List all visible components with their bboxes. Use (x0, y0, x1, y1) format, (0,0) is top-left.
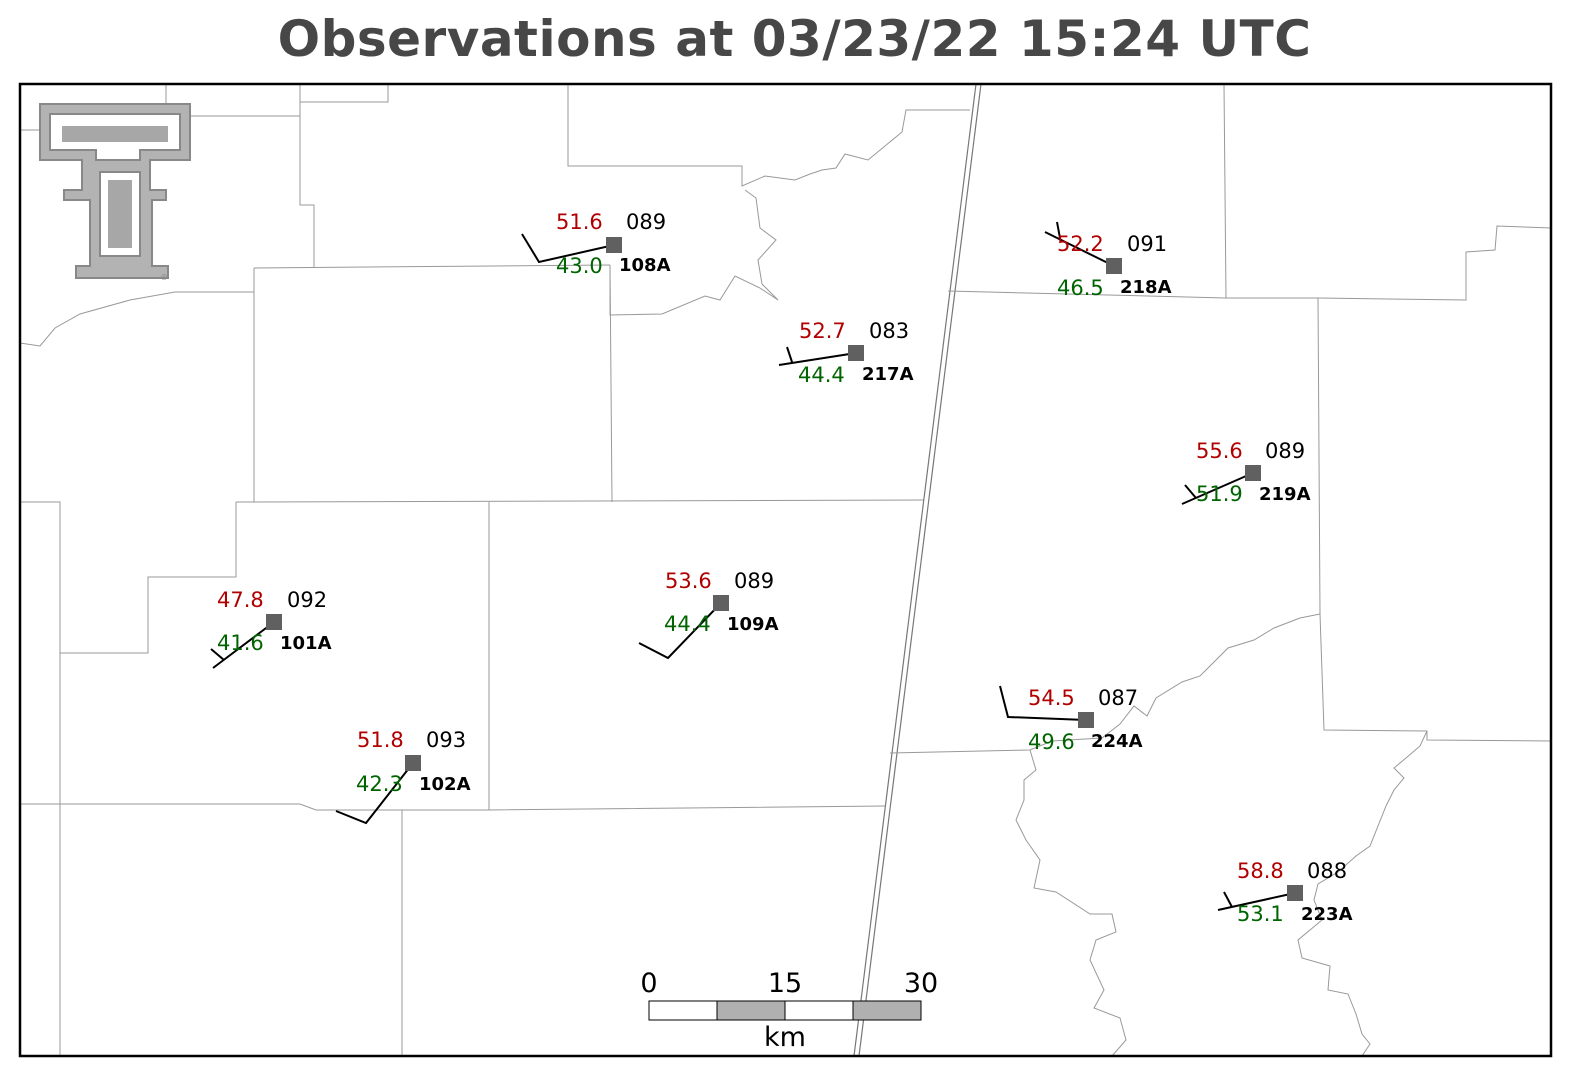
double-t-logo-icon: ® (39, 103, 191, 282)
station-temp: 51.6 (556, 210, 603, 234)
station-id: 219A (1259, 484, 1311, 505)
station-wind-dir: 093 (426, 728, 466, 752)
station-wind-dir: 083 (869, 319, 909, 343)
wind-barb (335, 762, 414, 825)
station-marker (848, 345, 864, 361)
station-dewpoint: 42.3 (356, 772, 403, 796)
wind-barb (1044, 221, 1115, 267)
station-dewpoint: 44.4 (798, 363, 845, 387)
station-109A[interactable]: 53.6 089 44.4 109A (664, 569, 779, 636)
station-temp: 52.7 (799, 319, 846, 343)
registered-mark: ® (160, 273, 168, 282)
station-marker (1106, 258, 1122, 274)
station-id: 224A (1091, 731, 1143, 752)
station-224A[interactable]: 54.5 087 49.6 224A (1028, 686, 1143, 754)
station-marker (1287, 885, 1303, 901)
station-id: 108A (619, 255, 671, 276)
wind-barb (638, 602, 722, 660)
station-217A[interactable]: 52.7 083 44.4 217A (798, 319, 914, 387)
station-dewpoint: 51.9 (1196, 482, 1243, 506)
station-temp: 52.2 (1057, 232, 1104, 256)
scale-bar: 0 15 30 km (640, 968, 938, 1053)
station-wind-dir: 091 (1127, 232, 1167, 256)
scale-label-30: 30 (904, 968, 938, 999)
station-dewpoint: 49.6 (1028, 730, 1075, 754)
station-temp: 55.6 (1196, 439, 1243, 463)
station-wind-dir: 088 (1307, 859, 1347, 883)
station-223A[interactable]: 58.8 088 53.1 223A (1237, 859, 1353, 926)
station-dewpoint: 44.4 (664, 612, 711, 636)
wind-barb (521, 233, 615, 264)
station-id: 218A (1120, 277, 1172, 298)
station-wind-dir: 087 (1098, 686, 1138, 710)
scale-unit: km (764, 1022, 806, 1053)
scale-label-15: 15 (768, 968, 802, 999)
station-marker (713, 595, 729, 611)
station-219A[interactable]: 55.6 089 51.9 219A (1196, 439, 1311, 506)
station-dewpoint: 43.0 (556, 254, 603, 278)
station-wind-dir: 092 (287, 588, 327, 612)
county-boundaries (20, 84, 1551, 1056)
station-dewpoint: 41.6 (217, 631, 264, 655)
station-temp: 54.5 (1028, 686, 1075, 710)
wind-barb (1181, 472, 1254, 505)
wind-barb (210, 621, 275, 669)
wind-barbs (210, 221, 1296, 911)
station-101A[interactable]: 47.8 092 41.6 101A (217, 588, 332, 655)
station-102A[interactable]: 51.8 093 42.3 102A (356, 728, 471, 796)
station-id: 102A (419, 774, 471, 795)
station-marker (1245, 465, 1261, 481)
scale-label-0: 0 (640, 968, 657, 999)
station-id: 223A (1301, 904, 1353, 925)
station-temp: 53.6 (665, 569, 712, 593)
wind-barb (778, 346, 857, 366)
station-108A[interactable]: 51.6 089 43.0 108A (556, 210, 671, 278)
station-marker (405, 755, 421, 771)
map-frame (18, 82, 1553, 1058)
station-id: 217A (862, 364, 914, 385)
map-title: Observations at 03/23/22 15:24 UTC (277, 10, 1312, 68)
station-marker (266, 614, 282, 630)
station-dewpoint: 46.5 (1057, 276, 1104, 300)
station-id: 101A (280, 633, 332, 654)
station-temp: 47.8 (217, 588, 264, 612)
station-wind-dir: 089 (1265, 439, 1305, 463)
station-temp: 58.8 (1237, 859, 1284, 883)
station-marker (1078, 712, 1094, 728)
station-wind-dir: 089 (734, 569, 774, 593)
station-id: 109A (727, 614, 779, 635)
station-218A[interactable]: 52.2 091 46.5 218A (1057, 232, 1172, 300)
station-marker (606, 237, 622, 253)
station-dewpoint: 53.1 (1237, 902, 1284, 926)
station-wind-dir: 089 (626, 210, 666, 234)
wind-barb (999, 685, 1087, 721)
station-temp: 51.8 (357, 728, 404, 752)
wind-barb (1217, 891, 1296, 911)
